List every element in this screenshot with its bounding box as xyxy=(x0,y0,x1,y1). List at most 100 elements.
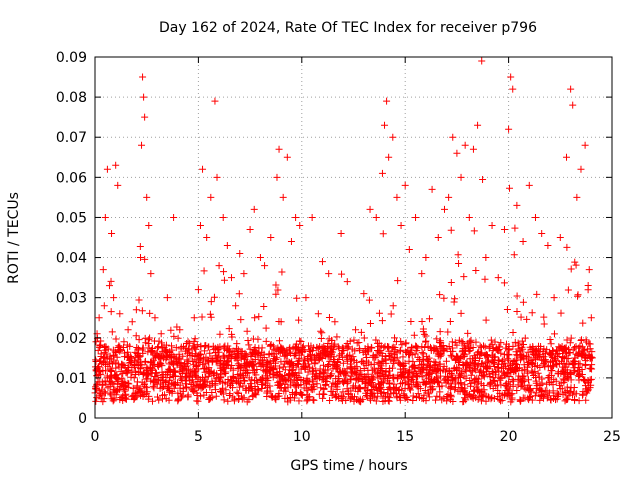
baseline-point xyxy=(303,354,311,362)
baseline-point xyxy=(100,344,108,352)
baseline-point xyxy=(514,365,522,373)
baseline-point xyxy=(364,348,372,356)
baseline-point xyxy=(335,344,343,352)
baseline-point xyxy=(450,365,458,373)
baseline-point xyxy=(243,398,251,406)
baseline-point xyxy=(400,390,408,398)
baseline-point xyxy=(180,362,188,370)
baseline-point xyxy=(413,378,421,386)
baseline-point xyxy=(391,386,399,394)
baseline-point xyxy=(164,348,172,356)
baseline-point xyxy=(345,390,353,398)
baseline-point xyxy=(560,378,568,386)
baseline-point xyxy=(495,396,503,404)
baseline-point xyxy=(555,343,563,351)
baseline-point xyxy=(505,378,513,386)
baseline-point xyxy=(277,383,285,391)
data-point xyxy=(250,205,258,213)
baseline-point xyxy=(564,354,572,362)
data-point xyxy=(227,274,235,282)
baseline-point xyxy=(211,344,219,352)
baseline-point xyxy=(427,345,435,353)
x-tick-label: 20 xyxy=(500,429,518,445)
baseline-point xyxy=(111,372,119,380)
baseline-point xyxy=(447,351,455,359)
baseline-point xyxy=(210,371,218,379)
baseline-point xyxy=(455,259,463,267)
baseline-point xyxy=(315,356,323,364)
baseline-point xyxy=(436,337,444,345)
baseline-point xyxy=(390,373,398,381)
data-point xyxy=(525,181,533,189)
baseline-point xyxy=(504,389,512,397)
baseline-point xyxy=(575,372,583,380)
baseline-point xyxy=(275,337,283,345)
baseline-point xyxy=(490,395,498,403)
baseline-point xyxy=(374,380,382,388)
baseline-point xyxy=(260,302,268,310)
baseline-point xyxy=(449,376,457,384)
baseline-point xyxy=(119,370,127,378)
baseline-point xyxy=(477,397,485,405)
baseline-point xyxy=(300,362,308,370)
baseline-point xyxy=(567,265,575,273)
baseline-point xyxy=(202,389,210,397)
baseline-point xyxy=(136,242,144,250)
baseline-point xyxy=(521,365,529,373)
baseline-point xyxy=(571,366,579,374)
baseline-point xyxy=(498,358,506,366)
baseline-point xyxy=(283,346,291,354)
baseline-point xyxy=(515,372,523,380)
baseline-point xyxy=(419,379,427,387)
baseline-point xyxy=(158,347,166,355)
baseline-point xyxy=(176,354,184,362)
x-tick-label: 15 xyxy=(396,429,414,445)
baseline-point xyxy=(310,396,318,404)
baseline-point xyxy=(113,387,121,395)
data-point xyxy=(184,338,192,346)
baseline-point xyxy=(292,344,300,352)
baseline-point xyxy=(495,360,503,368)
baseline-point xyxy=(282,357,290,365)
baseline-point xyxy=(481,275,489,283)
baseline-point xyxy=(124,351,132,359)
baseline-point xyxy=(245,341,253,349)
baseline-point xyxy=(336,368,344,376)
baseline-point xyxy=(549,347,557,355)
baseline-point xyxy=(295,316,303,324)
baseline-point xyxy=(384,392,392,400)
baseline-point xyxy=(462,374,470,382)
baseline-point xyxy=(219,390,227,398)
baseline-point xyxy=(407,346,415,354)
baseline-point xyxy=(430,358,438,366)
baseline-point xyxy=(457,309,465,317)
baseline-point xyxy=(382,359,390,367)
baseline-point xyxy=(520,384,528,392)
baseline-point xyxy=(332,375,340,383)
baseline-point xyxy=(148,397,156,405)
baseline-point xyxy=(553,361,561,369)
baseline-point xyxy=(170,381,178,389)
baseline-point xyxy=(346,395,354,403)
baseline-point xyxy=(506,364,514,372)
baseline-point xyxy=(519,298,527,306)
baseline-point xyxy=(174,389,182,397)
data-point xyxy=(567,85,575,93)
baseline-point xyxy=(223,358,231,366)
data-point xyxy=(469,145,477,153)
baseline-point xyxy=(327,371,335,379)
baseline-point xyxy=(191,386,199,394)
baseline-point xyxy=(293,294,301,302)
baseline-point xyxy=(430,367,438,375)
baseline-point xyxy=(135,336,143,344)
data-point xyxy=(163,294,171,302)
baseline-point xyxy=(317,334,325,342)
baseline-point xyxy=(416,364,424,372)
baseline-point xyxy=(571,258,579,266)
baseline-point xyxy=(217,358,225,366)
data-point xyxy=(92,366,100,374)
baseline-point xyxy=(501,390,509,398)
baseline-point xyxy=(372,336,380,344)
baseline-point xyxy=(131,361,139,369)
